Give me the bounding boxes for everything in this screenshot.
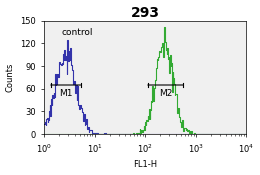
- Y-axis label: Counts: Counts: [5, 63, 15, 92]
- Text: M2: M2: [159, 89, 172, 98]
- Title: 293: 293: [131, 6, 160, 20]
- X-axis label: FL1-H: FL1-H: [133, 160, 157, 169]
- Text: M1: M1: [59, 89, 73, 98]
- Text: control: control: [62, 28, 93, 37]
